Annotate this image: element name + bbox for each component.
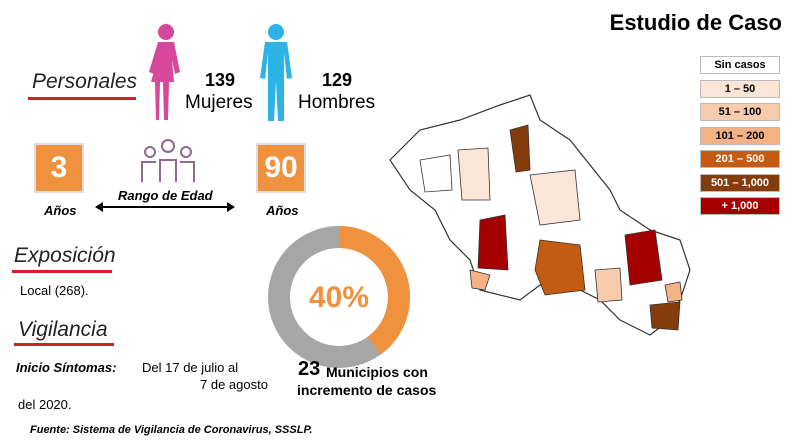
- women-label: Mujeres: [185, 92, 253, 113]
- municipios-text: Municipios con: [326, 364, 428, 380]
- underline: [14, 343, 114, 346]
- donut-segment: [338, 226, 410, 355]
- symptoms-text: Del 17 de julio al: [142, 360, 239, 375]
- men-label: Hombres: [298, 92, 376, 113]
- municipios-count: 23: [298, 358, 321, 380]
- legend-entry: 101 – 200: [700, 126, 780, 145]
- age-range-label: Rango de Edad: [118, 188, 213, 203]
- age-min: 3: [34, 143, 84, 193]
- men-count: 129: [322, 70, 353, 90]
- people-icon: [141, 139, 195, 182]
- underline: [12, 270, 112, 273]
- range-arrow: [95, 202, 235, 212]
- title: Estudio de Caso: [609, 10, 782, 35]
- age-max-unit: Años: [266, 203, 299, 218]
- legend-entry: + 1,000: [700, 197, 780, 215]
- underline: [28, 97, 136, 100]
- symptoms-label: Inicio Síntomas:: [16, 360, 117, 375]
- heading: Personales: [32, 70, 138, 93]
- source: Fuente: Sistema de Vigilancia de Coronav…: [30, 424, 313, 436]
- woman-icon: [149, 24, 180, 120]
- legend-entry: 51 – 100: [700, 103, 780, 121]
- legend-entry: 1 – 50: [700, 79, 780, 98]
- heading: Vigilancia: [18, 318, 108, 341]
- age-max: 90: [256, 143, 306, 193]
- legend-entry: 201 – 500: [700, 150, 780, 168]
- symptoms-text: del 2020.: [18, 397, 72, 412]
- heading: Exposición: [14, 244, 116, 267]
- donut-label: 40%: [309, 281, 369, 314]
- legend-entry: Sin casos: [700, 56, 780, 74]
- map: [389, 94, 691, 336]
- donut-chart: 40%: [268, 226, 410, 368]
- women-count: 139: [205, 70, 236, 90]
- man-icon: [260, 24, 292, 121]
- age-min-unit: Años: [44, 203, 77, 218]
- municipios-text: incremento de casos: [297, 382, 437, 398]
- legend-entry: 501 – 1,000: [700, 173, 780, 192]
- symptoms-text: 7 de agosto: [200, 377, 268, 392]
- exposure-text: Local (268).: [20, 283, 89, 298]
